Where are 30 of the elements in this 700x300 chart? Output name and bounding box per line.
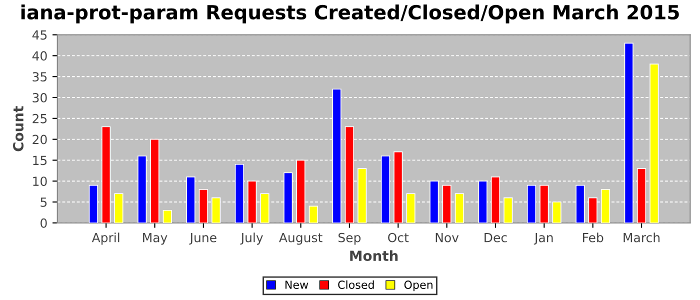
y-tick-label: 5 bbox=[40, 198, 47, 207]
y-tick-label: 25 bbox=[32, 114, 47, 124]
y-tick-label: 20 bbox=[32, 134, 47, 144]
x-tick-label: Sep bbox=[338, 232, 361, 245]
x-tick-label: July bbox=[240, 232, 263, 245]
x-tick-label: Dec bbox=[484, 233, 507, 242]
x-tick-label: June bbox=[189, 233, 216, 245]
y-tick-label: 10 bbox=[33, 176, 47, 186]
x-axis-title: Month bbox=[350, 250, 398, 262]
bar bbox=[162, 210, 172, 223]
y-tick-label: 45 bbox=[32, 30, 47, 40]
legend-label: Open bbox=[404, 280, 432, 292]
x-tick-label: May bbox=[143, 233, 168, 245]
x-tick-label: April bbox=[92, 232, 120, 245]
y-tick-label: 0 bbox=[40, 218, 47, 228]
y-tick-label: 15 bbox=[33, 156, 47, 166]
y-tick-label: 40 bbox=[32, 51, 47, 61]
y-tick-label: 35 bbox=[32, 72, 47, 82]
x-tick-label: Jan bbox=[534, 233, 553, 245]
legend-label: Closed bbox=[338, 280, 374, 289]
bar bbox=[308, 206, 318, 223]
y-axis-title: Count bbox=[13, 106, 24, 152]
x-tick-label: August bbox=[279, 233, 322, 245]
x-tick-label: Oct bbox=[388, 232, 409, 242]
legend-label: New bbox=[285, 280, 308, 289]
y-tick-label: 30 bbox=[32, 92, 47, 102]
chart-title: iana-prot-param Requests Created/Closed/Open March 2015 bbox=[21, 4, 679, 24]
x-tick-label: March bbox=[624, 232, 660, 242]
x-tick-label: Feb bbox=[583, 232, 604, 242]
x-tick-label: Nov bbox=[436, 233, 459, 242]
